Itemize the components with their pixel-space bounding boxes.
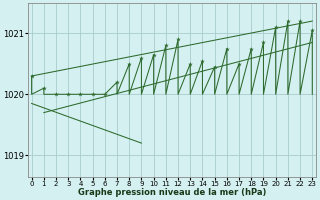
X-axis label: Graphe pression niveau de la mer (hPa): Graphe pression niveau de la mer (hPa) [78,188,266,197]
